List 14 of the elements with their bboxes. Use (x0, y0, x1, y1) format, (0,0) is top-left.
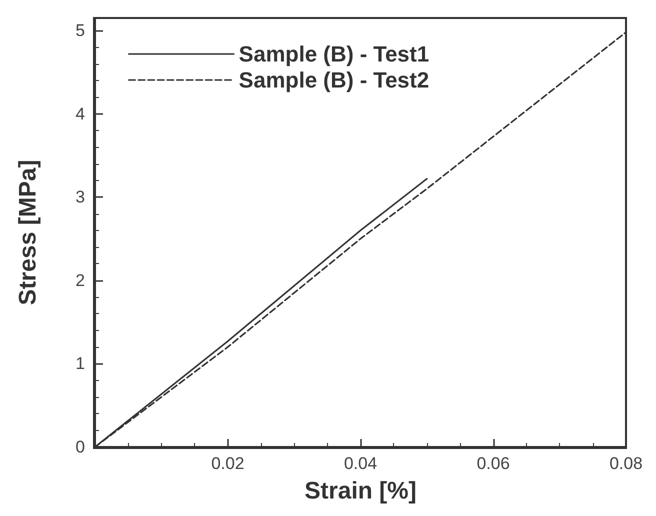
y-tick-label: 5 (76, 20, 85, 40)
y-tick-label: 2 (76, 270, 85, 290)
y-tick-label: 1 (76, 354, 85, 374)
legend-label: Sample (B) - Test1 (238, 42, 430, 66)
x-tick-label: 0.06 (476, 454, 510, 473)
x-tick-label: 0.08 (609, 454, 643, 473)
x-axis-title: Strain [%] (304, 478, 417, 504)
legend-label: Sample (B) - Test2 (238, 68, 430, 92)
y-tick-label: 0 (76, 438, 85, 456)
x-tick-label: 0.02 (211, 454, 244, 473)
y-tick-label: 4 (76, 104, 85, 124)
x-tick-label: 0.04 (344, 454, 378, 473)
y-axis-title: Stress [MPa] (14, 160, 42, 306)
y-tick-label: 3 (76, 188, 85, 207)
